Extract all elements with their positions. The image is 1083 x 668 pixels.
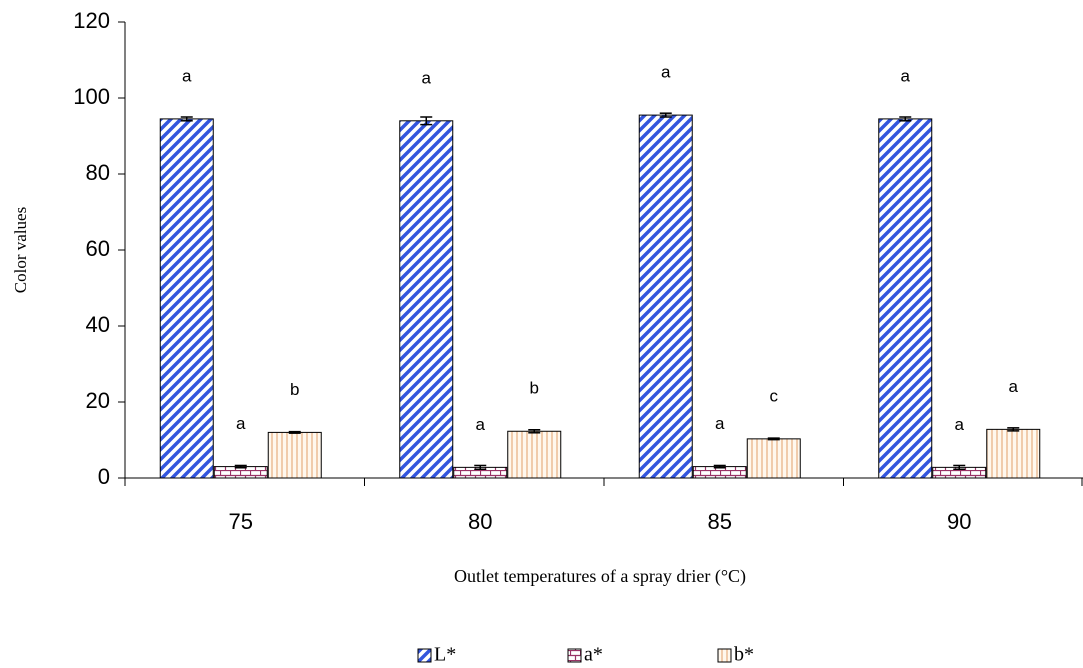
error-bar [420,116,433,126]
significance-letter: b [290,380,299,399]
error-bar [528,428,541,434]
legend-swatch [717,648,732,663]
significance-letter: a [476,415,486,434]
significance-letter: a [955,415,965,434]
bar [399,120,454,479]
legend-label: L* [434,644,456,666]
error-bar [234,464,247,469]
bar [267,431,322,479]
bar [878,118,933,479]
x-tick-label: 75 [229,509,253,534]
bar [746,438,801,479]
bar [986,428,1041,479]
y-tick-label: 120 [73,8,110,33]
y-tick-label: 80 [86,160,110,185]
y-tick-label: 60 [86,236,110,261]
significance-letter: a [1009,377,1019,396]
y-tick-label: 40 [86,312,110,337]
x-tick-label: 80 [468,509,492,534]
x-tick-label: 90 [947,509,971,534]
y-tick-label: 0 [98,464,110,489]
significance-letter: a [422,68,432,87]
significance-letter: a [182,66,192,85]
significance-letter: c [770,386,779,405]
error-bar [1007,427,1020,432]
bar [507,430,562,479]
significance-letter: a [901,66,911,85]
error-bar [474,464,487,471]
error-bar [953,464,966,471]
bar [159,118,214,479]
error-bar [180,116,193,122]
y-tick-label: 20 [86,388,110,413]
y-tick-label: 100 [73,84,110,109]
x-axis-title: Outlet temperatures of a spray drier (°C… [454,566,746,587]
significance-letter: b [530,379,539,398]
error-bar [767,437,780,441]
significance-letter: a [715,414,725,433]
legend-label: a* [584,644,603,666]
error-bar [899,116,912,122]
error-bar [713,464,726,469]
bar [638,114,693,479]
x-tick-label: 85 [708,509,732,534]
error-bar [659,112,672,118]
legend-label: b* [734,644,754,666]
legend-swatch [417,648,432,663]
significance-letter: a [236,414,246,433]
significance-letter: a [661,63,671,82]
legend-swatch [567,648,582,663]
y-axis-title: Color values [11,207,30,293]
error-bar [288,430,301,434]
